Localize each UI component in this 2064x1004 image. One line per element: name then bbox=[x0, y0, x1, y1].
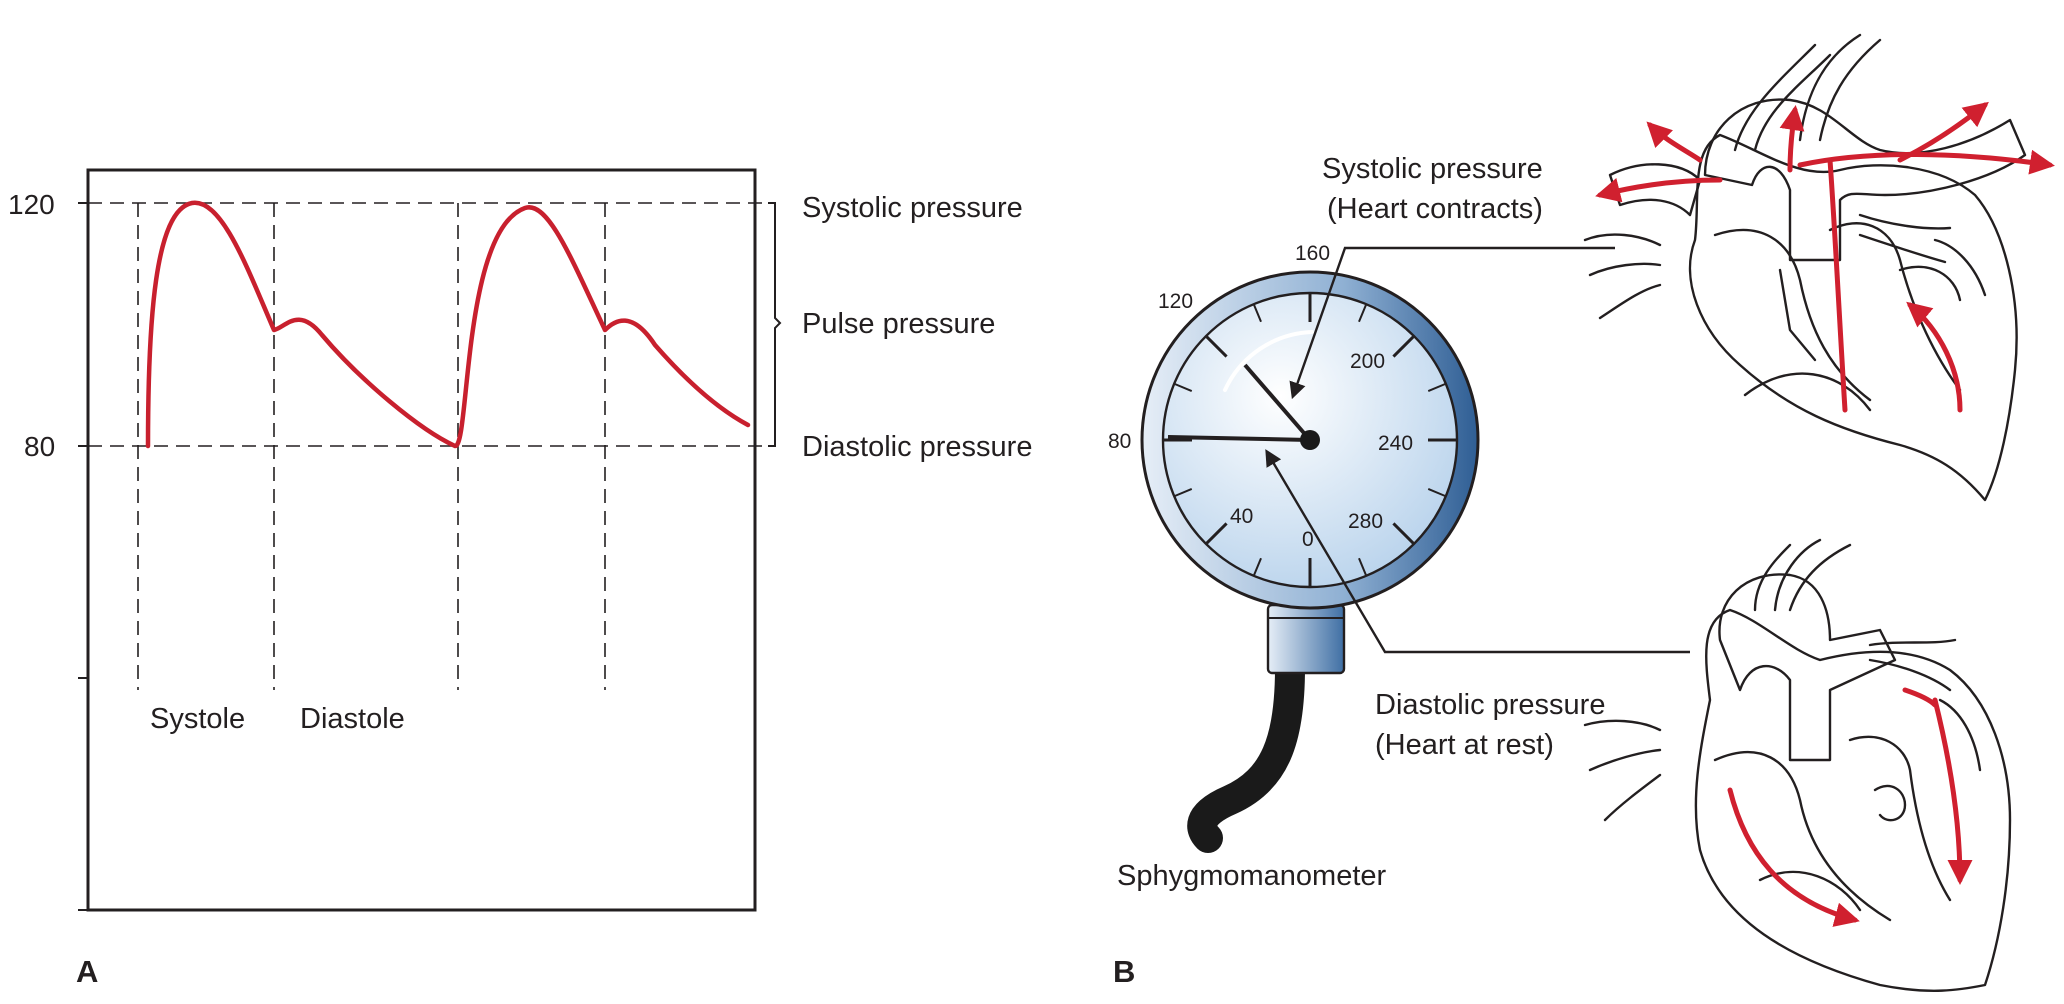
gauge-tube bbox=[1187, 653, 1305, 853]
pressure-waveform-panel: 120 80 Systolic pressure Pulse pressure … bbox=[8, 168, 1032, 989]
flow-arrow-right bbox=[1797, 149, 2055, 175]
gauge-label-240: 240 bbox=[1378, 432, 1413, 455]
inflow-arrow-right bbox=[1932, 697, 1973, 885]
pulse-pressure-bracket bbox=[768, 202, 782, 447]
heart-internal-contours bbox=[1713, 222, 1987, 412]
y-tick-label-120: 120 bbox=[8, 189, 55, 220]
gauge-tick bbox=[1427, 488, 1446, 497]
gauge-needle-left bbox=[1167, 435, 1311, 442]
gauge-hub bbox=[1300, 430, 1320, 450]
systolic-pointer-line bbox=[1289, 246, 1615, 400]
gauge-label-80: 80 bbox=[1108, 430, 1131, 453]
gauge-tick-marks bbox=[1164, 294, 1456, 586]
flow-arrow-descending bbox=[1827, 157, 1848, 413]
heart-resting-illustration bbox=[1583, 538, 2012, 992]
aortic-arch bbox=[1703, 98, 2027, 262]
gauge-tick bbox=[1174, 488, 1193, 497]
pulmonary-trunk bbox=[1608, 163, 1702, 217]
flow-arrow-upleft bbox=[1646, 121, 1703, 163]
plot-frame bbox=[86, 168, 757, 912]
gauge-needle-upper bbox=[1243, 363, 1312, 442]
inflow-arrow-top bbox=[1902, 687, 1938, 708]
diastolic-pointer-line bbox=[1265, 449, 1690, 654]
arterial-pressure-waveform bbox=[145, 200, 751, 449]
y-tick-label-80: 80 bbox=[24, 431, 55, 462]
heart2-vessels bbox=[1718, 573, 1897, 762]
flow-arrow-left bbox=[1595, 177, 1723, 203]
heart-contracting-illustration bbox=[1583, 33, 2055, 502]
diastolic-caption-line1: Diastolic pressure bbox=[1375, 689, 1605, 721]
diastolic-caption-line2: (Heart at rest) bbox=[1375, 729, 1554, 761]
systolic-caption-line1: Systolic pressure bbox=[1322, 153, 1543, 185]
flow-arrow-up bbox=[1779, 105, 1805, 173]
gauge-tick bbox=[1253, 304, 1262, 323]
heart2-top-branches bbox=[1583, 538, 1957, 822]
pulse-pressure-label: Pulse pressure bbox=[802, 308, 995, 340]
gauge-tick bbox=[1427, 383, 1446, 392]
gauge-label-40: 40 bbox=[1230, 505, 1253, 528]
diastole-label: Diastole bbox=[300, 703, 405, 735]
heart-top-branches bbox=[1583, 33, 1952, 320]
gauge-tick bbox=[1392, 335, 1415, 358]
gauge-tick bbox=[1205, 522, 1228, 545]
diastolic-pressure-label: Diastolic pressure bbox=[802, 431, 1032, 463]
gauge-neck bbox=[1266, 603, 1346, 675]
gauge-tick bbox=[1253, 557, 1262, 576]
gauge-label-160: 160 bbox=[1295, 242, 1330, 265]
gauge-tick bbox=[1174, 383, 1193, 392]
gauge-label-120: 120 bbox=[1158, 290, 1193, 313]
gauge-glare bbox=[1223, 330, 1314, 392]
flow-arrow-upright bbox=[1897, 101, 1989, 163]
gauge-label-200: 200 bbox=[1350, 350, 1385, 373]
panel-b-letter: B bbox=[1113, 954, 1135, 989]
systole-label: Systole bbox=[150, 703, 245, 735]
panel-a-letter: A bbox=[76, 954, 98, 989]
flow-arrow-ventricle bbox=[1906, 301, 1963, 413]
systolic-caption-line2: (Heart contracts) bbox=[1327, 193, 1543, 225]
heart-outflow-arrows bbox=[1595, 101, 2055, 413]
gauge-label-0: 0 bbox=[1302, 528, 1314, 551]
systolic-pressure-label: Systolic pressure bbox=[802, 192, 1023, 224]
sphygmomanometer: 160 120 200 80 240 40 280 0 Sphygmomanom… bbox=[1108, 153, 1690, 989]
gauge-label-280: 280 bbox=[1348, 510, 1383, 533]
gauge-tick bbox=[1358, 304, 1367, 323]
inflow-arrow-left bbox=[1727, 787, 1860, 927]
heart-body-diastole bbox=[1694, 608, 2012, 992]
gauge-tick bbox=[1392, 522, 1415, 545]
heart-body-systole bbox=[1688, 133, 2018, 502]
heart2-inflow-arrows bbox=[1727, 687, 1973, 927]
gauge-tick bbox=[1205, 335, 1228, 358]
sphygmomanometer-label: Sphygmomanometer bbox=[1117, 860, 1387, 892]
gauge-tick bbox=[1358, 557, 1367, 576]
